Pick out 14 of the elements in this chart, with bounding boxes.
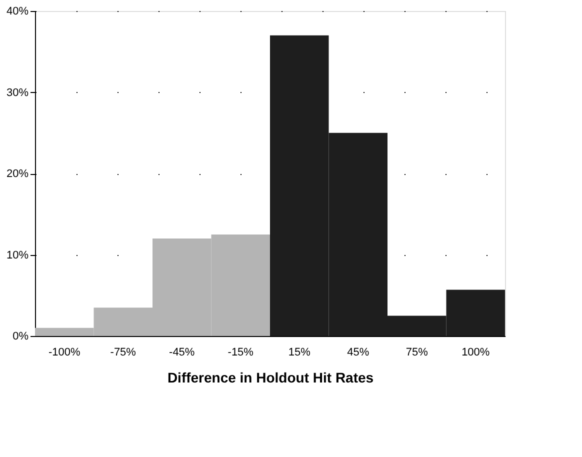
x-tick-label: -45% [169, 346, 195, 358]
y-tick-label: 40% [6, 6, 29, 18]
x-tick-label: -15% [228, 346, 254, 358]
y-tick-label: 0% [12, 330, 29, 342]
y-tick-label: 30% [6, 86, 29, 99]
x-tick-label: -75% [110, 346, 136, 358]
x-tick-label: 45% [347, 346, 370, 358]
x-tick-label: 15% [288, 346, 311, 358]
y-tick-label: 20% [6, 168, 29, 180]
x-axis-title: Difference in Holdout Hit Rates [167, 370, 374, 386]
y-tick-label: 10% [6, 249, 29, 262]
x-tick-label: 100% [462, 346, 490, 358]
x-tick-label: 75% [406, 346, 428, 358]
x-tick-label: -100% [48, 346, 80, 358]
